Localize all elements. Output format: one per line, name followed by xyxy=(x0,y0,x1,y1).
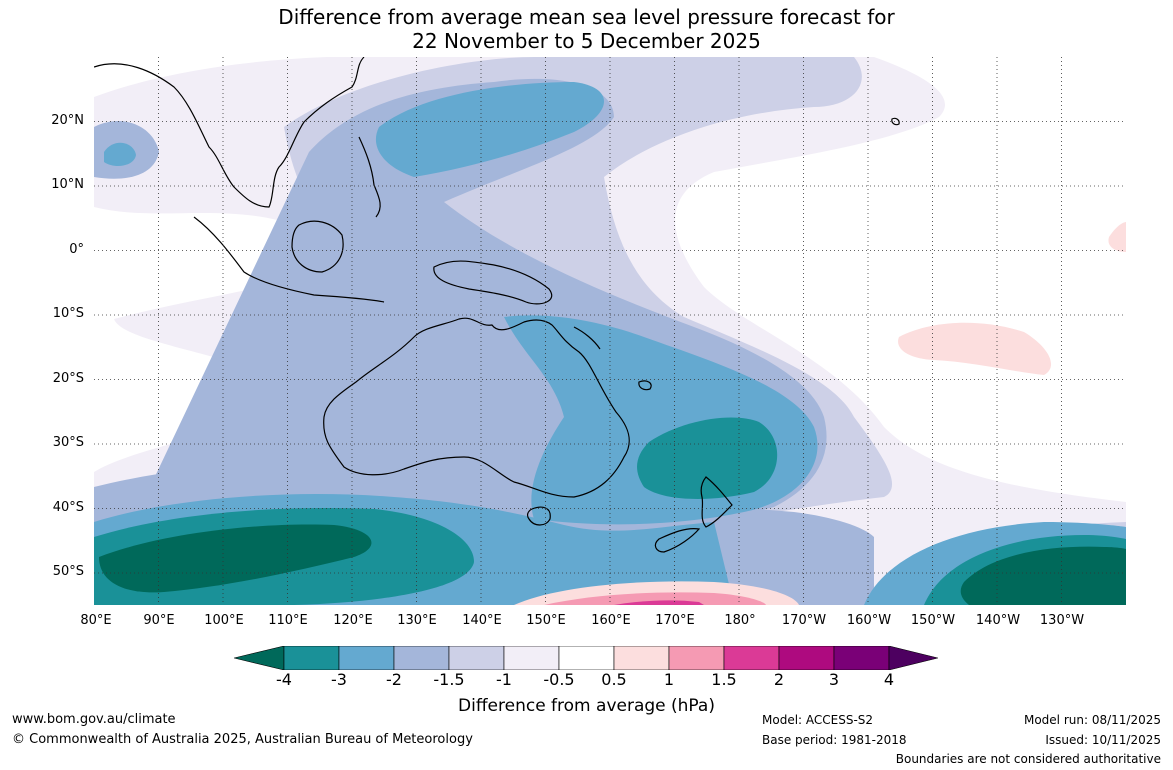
colorbar-tick-neg1p5: -1.5 xyxy=(433,670,465,689)
colorbar-band-below-neg4 xyxy=(234,646,285,670)
contour-pos-0p5-pacific xyxy=(898,322,1052,375)
gridlines xyxy=(94,57,1126,605)
chart-title-line-2: 22 November to 5 December 2025 xyxy=(412,29,761,53)
new-zealand-north-coastline xyxy=(700,476,733,528)
contour-neg-4-pacific xyxy=(960,546,1126,605)
colorbar-tick-neg4: -4 xyxy=(276,670,292,689)
lat-label-20s: 20°S xyxy=(52,371,84,386)
lon-label-170w: 170°W xyxy=(781,613,827,628)
colorbar-tick-neg1: -1 xyxy=(496,670,512,689)
lat-label-50s: 50°S xyxy=(52,564,84,579)
lon-label-180: 180° xyxy=(724,613,756,628)
lon-label-80e: 80°E xyxy=(80,613,112,628)
sumatra-java-coastline xyxy=(193,216,385,303)
colorbar-band-neg1-neg0p5 xyxy=(503,646,560,670)
lat-label-0: 0° xyxy=(69,242,84,257)
colorbar-band-1-1p5 xyxy=(668,646,725,670)
website-link[interactable]: www.bom.gov.au/climate xyxy=(12,712,176,727)
colorbar-band-neg4-neg3 xyxy=(283,646,340,670)
colorbar-tick-1p5: 1.5 xyxy=(711,670,737,689)
colorbar-tick-neg3: -3 xyxy=(331,670,347,689)
model-name: Model: ACCESS-S2 xyxy=(762,713,874,727)
anomaly-map-svg xyxy=(94,57,1126,605)
colorbar-tick-4: 4 xyxy=(883,670,895,689)
contour-pos-1-south xyxy=(544,592,766,605)
lon-label-150w: 150°W xyxy=(910,613,956,628)
philippines-coastline xyxy=(358,136,381,218)
model-run-date: Model run: 08/11/2025 xyxy=(1023,713,1161,727)
lon-label-120e: 120°E xyxy=(333,613,373,628)
issued-date: Issued: 10/11/2025 xyxy=(1045,733,1161,747)
lon-label-110e: 110°E xyxy=(268,613,308,628)
colorbar-band-3-4 xyxy=(833,646,890,670)
colorbar-tick-neg2: -2 xyxy=(386,670,402,689)
lat-label-10n: 10°N xyxy=(51,177,84,192)
colorbar-tick-0p5: 0.5 xyxy=(601,670,627,689)
colorbar-tick-1: 1 xyxy=(663,670,675,689)
colorbar-band-2-3 xyxy=(778,646,835,670)
asia-coastline xyxy=(94,57,365,208)
colorbar-band-neg0p5-0p5 xyxy=(558,646,615,670)
base-period: Base period: 1981-2018 xyxy=(762,733,907,747)
tasmania-coastline xyxy=(526,506,551,526)
copyright-text: © Commonwealth of Australia 2025, Austra… xyxy=(12,732,473,747)
contour-neg-4-south xyxy=(99,524,372,593)
new-zealand-south-coastline xyxy=(654,528,701,553)
lat-label-10s: 10°S xyxy=(52,306,84,321)
contour-pos-1p5-south xyxy=(614,600,704,605)
colorbar-band-0p5-1 xyxy=(613,646,670,670)
lon-label-160e: 160°E xyxy=(591,613,631,628)
australia-coastline xyxy=(323,317,630,498)
lat-label-30s: 30°S xyxy=(52,435,84,450)
colorbar-band-neg1p5-neg1 xyxy=(448,646,505,670)
chart-title-line-1: Difference from average mean sea level p… xyxy=(278,5,895,29)
colorbar-tick-3: 3 xyxy=(828,670,840,689)
colorbar-tick-neg0p5: -0.5 xyxy=(543,670,575,689)
colorbar-band-neg3-neg2 xyxy=(338,646,395,670)
colorbar xyxy=(234,646,938,670)
contour-neg-3-tasman xyxy=(637,417,778,499)
new-guinea-coastline xyxy=(433,260,553,305)
coastlines xyxy=(94,57,900,553)
lon-label-90e: 90°E xyxy=(143,613,175,628)
lon-label-140e: 140°E xyxy=(462,613,502,628)
lon-label-170e: 170°E xyxy=(655,613,695,628)
lon-label-130w: 130°W xyxy=(1039,613,1085,628)
colorbar-band-above-4 xyxy=(888,646,938,670)
lon-label-150e: 150°E xyxy=(526,613,566,628)
contour-pos-0p5-east xyxy=(1108,222,1126,252)
contour-neg-2-w-core xyxy=(104,142,136,167)
colorbar-tick-2: 2 xyxy=(773,670,785,689)
lat-label-20n: 20°N xyxy=(51,113,84,128)
borneo-coastline xyxy=(291,220,344,273)
lon-label-160w: 160°W xyxy=(846,613,892,628)
colorbar-band-neg2-neg1p5 xyxy=(393,646,450,670)
new-caledonia-coastline xyxy=(573,326,601,350)
lon-label-130e: 130°E xyxy=(397,613,437,628)
lon-label-140w: 140°W xyxy=(975,613,1021,628)
hawaii-coastline xyxy=(891,117,900,126)
colorbar-label: Difference from average (hPa) xyxy=(458,696,715,716)
anomaly-map xyxy=(94,57,1126,605)
lon-label-100e: 100°E xyxy=(204,613,244,628)
colorbar-band-1p5-2 xyxy=(723,646,780,670)
boundaries-disclaimer: Boundaries are not considered authoritat… xyxy=(895,752,1161,766)
fiji-coastline xyxy=(638,380,652,391)
lat-label-40s: 40°S xyxy=(52,500,84,515)
contour-neg-2 xyxy=(375,82,604,177)
